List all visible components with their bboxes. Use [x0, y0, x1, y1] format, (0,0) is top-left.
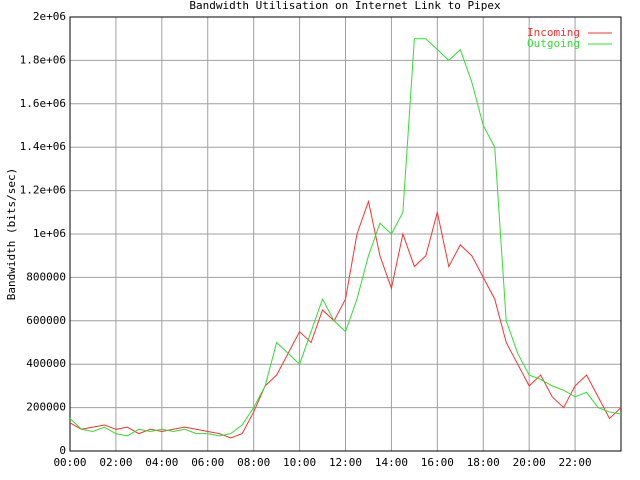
- x-tick-label: 22:00: [559, 456, 592, 469]
- legend-label: Incoming: [527, 26, 580, 39]
- series-line: [69, 38, 622, 437]
- chart-title: Bandwidth Utilisation on Internet Link t…: [189, 0, 501, 12]
- y-tick-label: 1e+06: [33, 227, 66, 240]
- x-tick-label: 06:00: [191, 456, 224, 469]
- y-tick-label: 1.6e+06: [20, 97, 66, 110]
- x-tick-label: 18:00: [467, 456, 500, 469]
- x-tick-label: 16:00: [421, 456, 454, 469]
- y-tick-label: 200000: [26, 401, 66, 414]
- y-tick-label: 400000: [26, 357, 66, 370]
- y-tick-label: 600000: [26, 314, 66, 327]
- x-tick-label: 14:00: [375, 456, 408, 469]
- x-tick-label: 12:00: [329, 456, 362, 469]
- x-tick-label: 02:00: [99, 456, 132, 469]
- y-tick-label: 1.4e+06: [20, 140, 66, 153]
- y-axis-label: Bandwidth (bits/sec): [5, 168, 18, 300]
- legend-label: Outgoing: [527, 37, 580, 50]
- x-tick-label: 10:00: [283, 456, 316, 469]
- y-tick-label: 0: [59, 444, 66, 457]
- y-tick-label: 1.8e+06: [20, 53, 66, 66]
- x-tick-label: 04:00: [145, 456, 178, 469]
- x-tick-label: 00:00: [53, 456, 86, 469]
- y-tick-label: 1.2e+06: [20, 184, 66, 197]
- y-tick-label: 2e+06: [33, 10, 66, 23]
- series-line: [69, 199, 622, 439]
- x-tick-label: 08:00: [237, 456, 270, 469]
- y-tick-label: 800000: [26, 270, 66, 283]
- x-tick-label: 20:00: [513, 456, 546, 469]
- plot-frame: [69, 16, 622, 452]
